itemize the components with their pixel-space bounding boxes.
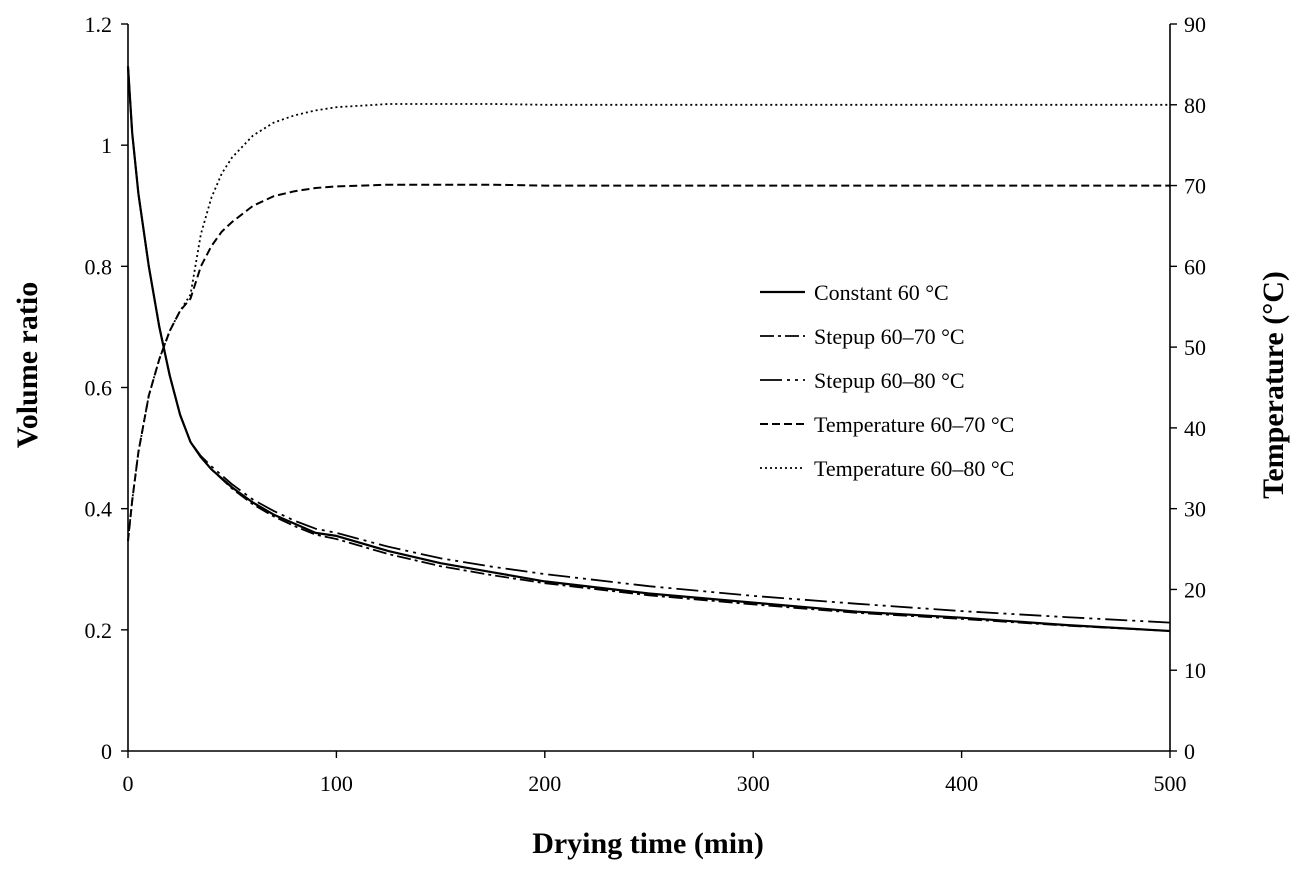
y-tick-label: 0.8 [85,254,113,279]
y2-tick-label: 50 [1184,335,1206,360]
series-line-2 [127,66,1171,632]
y2-tick-label: 80 [1184,93,1206,118]
axes-layer: 0 100 200 300 400 500 0 0.2 0.4 0.6 0.8 1 1.2 0 10 20 30… [85,12,1207,796]
y2-tick-label: 10 [1184,658,1206,683]
y2-tick-label: 60 [1184,254,1206,279]
series-line-4 [127,183,1170,542]
legend-label-5: Temperature 60–80 °C [814,456,1014,481]
y2-tick-label: 90 [1184,12,1206,37]
y-tick-label: 1 [101,133,112,158]
y2-tick-label: 20 [1184,577,1206,602]
y2-tick-label: 30 [1184,497,1206,522]
y2-axis-title: Temperature (°C) [1257,271,1290,499]
y2-tick-label: 40 [1184,416,1206,441]
y-tick-label: 0 [101,739,112,764]
x-tick-label: 300 [737,771,770,796]
x-tick-label: 100 [320,771,353,796]
legend-label-2: Stepup 60–70 °C [814,324,965,349]
series-line-1 [126,66,1171,633]
y-axis-title: Volume ratio [11,282,44,448]
x-tick-label: 200 [528,771,561,796]
y-tick-label: 1.2 [85,12,113,37]
x-tick-label: 500 [1154,771,1187,796]
y-tick-label: 0.2 [85,618,113,643]
x-tick-label: 0 [123,771,134,796]
y2-tick-label: 70 [1184,174,1206,199]
legend-label-4: Temperature 60–70 °C [814,412,1014,437]
x-axis-title: Drying time (min) [532,827,764,860]
y-tick-label: 0.6 [85,376,113,401]
legend-label-3: Stepup 60–80 °C [814,368,965,393]
series-line-5 [127,103,1170,542]
x-tick-label: 400 [945,771,978,796]
y-tick-label: 0.4 [85,497,113,522]
legend-label-1: Constant 60 °C [814,280,949,305]
series-line-3 [127,66,1171,624]
legend: Constant 60 °C Stepup 60–70 °C Stepup 60–8… [760,280,1014,481]
y2-tick-label: 0 [1184,739,1195,764]
series-layer [126,66,1171,633]
